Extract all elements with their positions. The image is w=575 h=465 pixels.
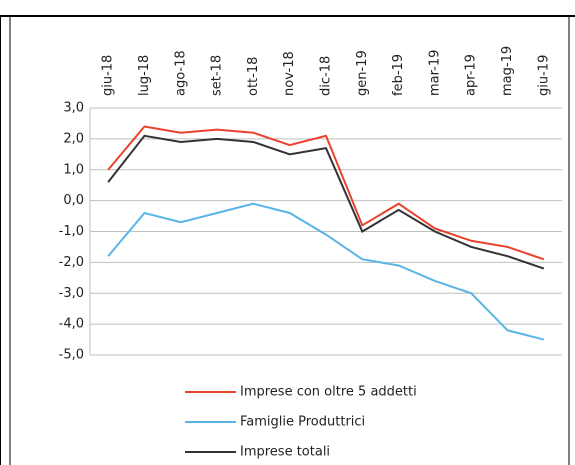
series-line	[107, 125, 545, 261]
legend-label: Famiglie Produttrici	[240, 415, 365, 430]
x-tick-label: ago-18	[173, 50, 188, 96]
x-tick-label: lug-18	[137, 55, 152, 96]
x-tick-label: dic-18	[319, 56, 334, 96]
legend-label: Imprese totali	[240, 445, 330, 460]
x-tick-label: apr-19	[464, 54, 479, 96]
y-tick-label: -4,0	[59, 317, 84, 332]
y-tick-label: 0,0	[63, 193, 84, 208]
series-line	[107, 134, 545, 270]
y-tick-label: -1,0	[59, 224, 84, 239]
x-tick-label: mar-19	[427, 50, 442, 96]
x-tick-label: feb-19	[391, 54, 406, 96]
x-tick-label: giu-18	[101, 55, 116, 96]
y-tick-label: 3,0	[63, 101, 84, 116]
y-tick-label: -5,0	[59, 348, 84, 363]
y-tick-label: -3,0	[59, 286, 84, 301]
x-tick-label: ott-18	[246, 57, 261, 96]
x-tick-label: nov-18	[282, 51, 297, 96]
x-tick-label: giu-19	[536, 55, 551, 96]
x-tick-label: gen-19	[355, 50, 370, 96]
y-tick-label: -2,0	[59, 255, 84, 270]
y-tick-label: 1,0	[63, 162, 84, 177]
y-tick-label: 2,0	[63, 131, 84, 146]
x-tick-label: set-18	[210, 55, 225, 96]
series-line	[107, 202, 545, 341]
legend-label: Imprese con oltre 5 addetti	[240, 385, 417, 400]
x-tick-label: mag-19	[500, 46, 515, 96]
